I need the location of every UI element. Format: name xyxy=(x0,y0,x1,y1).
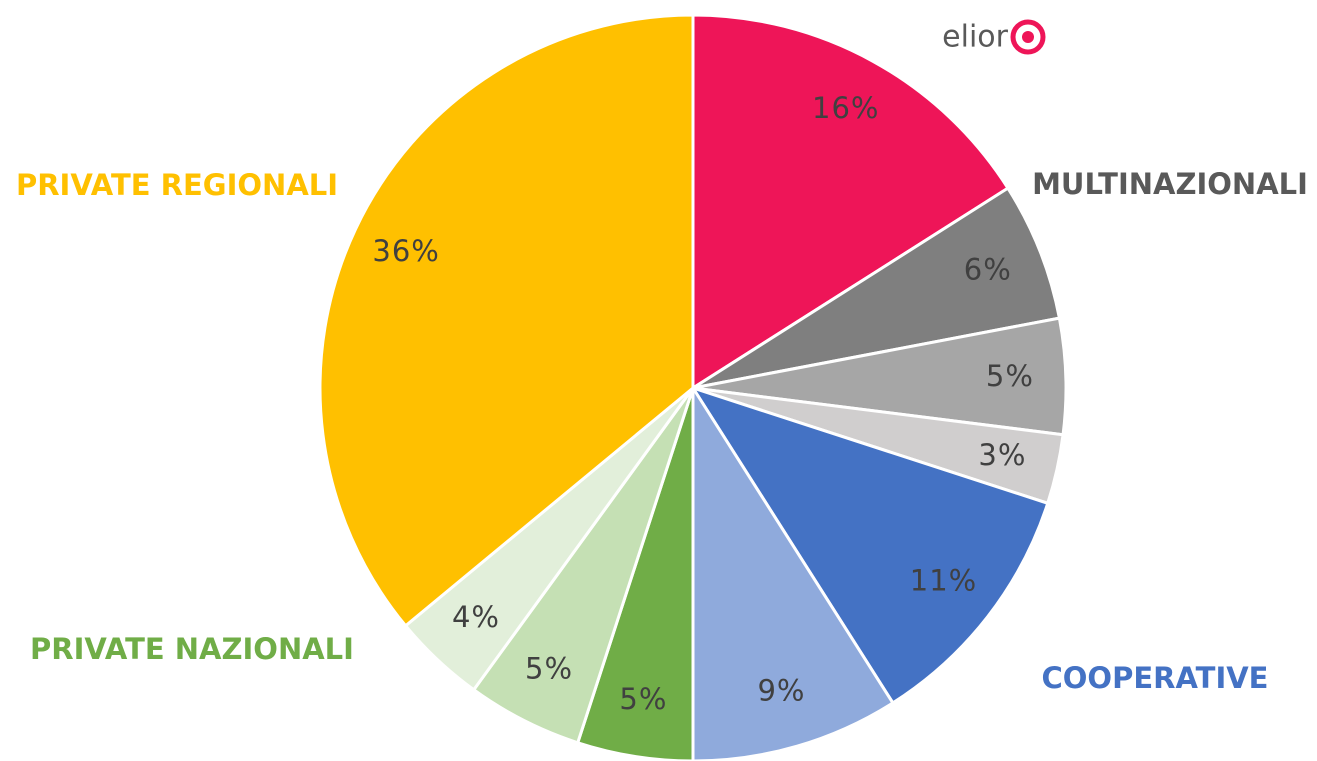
logo-ring xyxy=(1010,19,1046,55)
slice xyxy=(689,385,1050,706)
value-label: 16% xyxy=(812,91,879,125)
elior-logo-icon xyxy=(1010,19,1046,55)
value-label: 3% xyxy=(978,438,1026,472)
value-label: 11% xyxy=(910,563,977,597)
slice xyxy=(691,13,1011,391)
group-label: MULTINAZIONALI xyxy=(1032,167,1308,201)
group-label: elior xyxy=(942,20,1008,55)
slice xyxy=(318,13,695,628)
labels: 16% elior 6% 5% 3% MULTINAZIONALI 11% 9% COOPERA… xyxy=(16,20,1308,717)
value-label: 5% xyxy=(619,682,667,716)
value-label: 36% xyxy=(372,234,439,268)
value-label: 5% xyxy=(986,359,1034,393)
group-label: COOPERATIVE xyxy=(1041,661,1268,695)
logo-dot xyxy=(1022,31,1034,43)
group-label: PRIVATE REGIONALI xyxy=(16,168,338,202)
pie xyxy=(318,13,1068,761)
group-label: PRIVATE NAZIONALI xyxy=(30,632,354,666)
value-label: 4% xyxy=(452,600,500,634)
slice xyxy=(692,186,1062,390)
value-label: 9% xyxy=(757,673,805,707)
value-label: 6% xyxy=(964,252,1012,286)
value-label: 5% xyxy=(525,651,573,685)
